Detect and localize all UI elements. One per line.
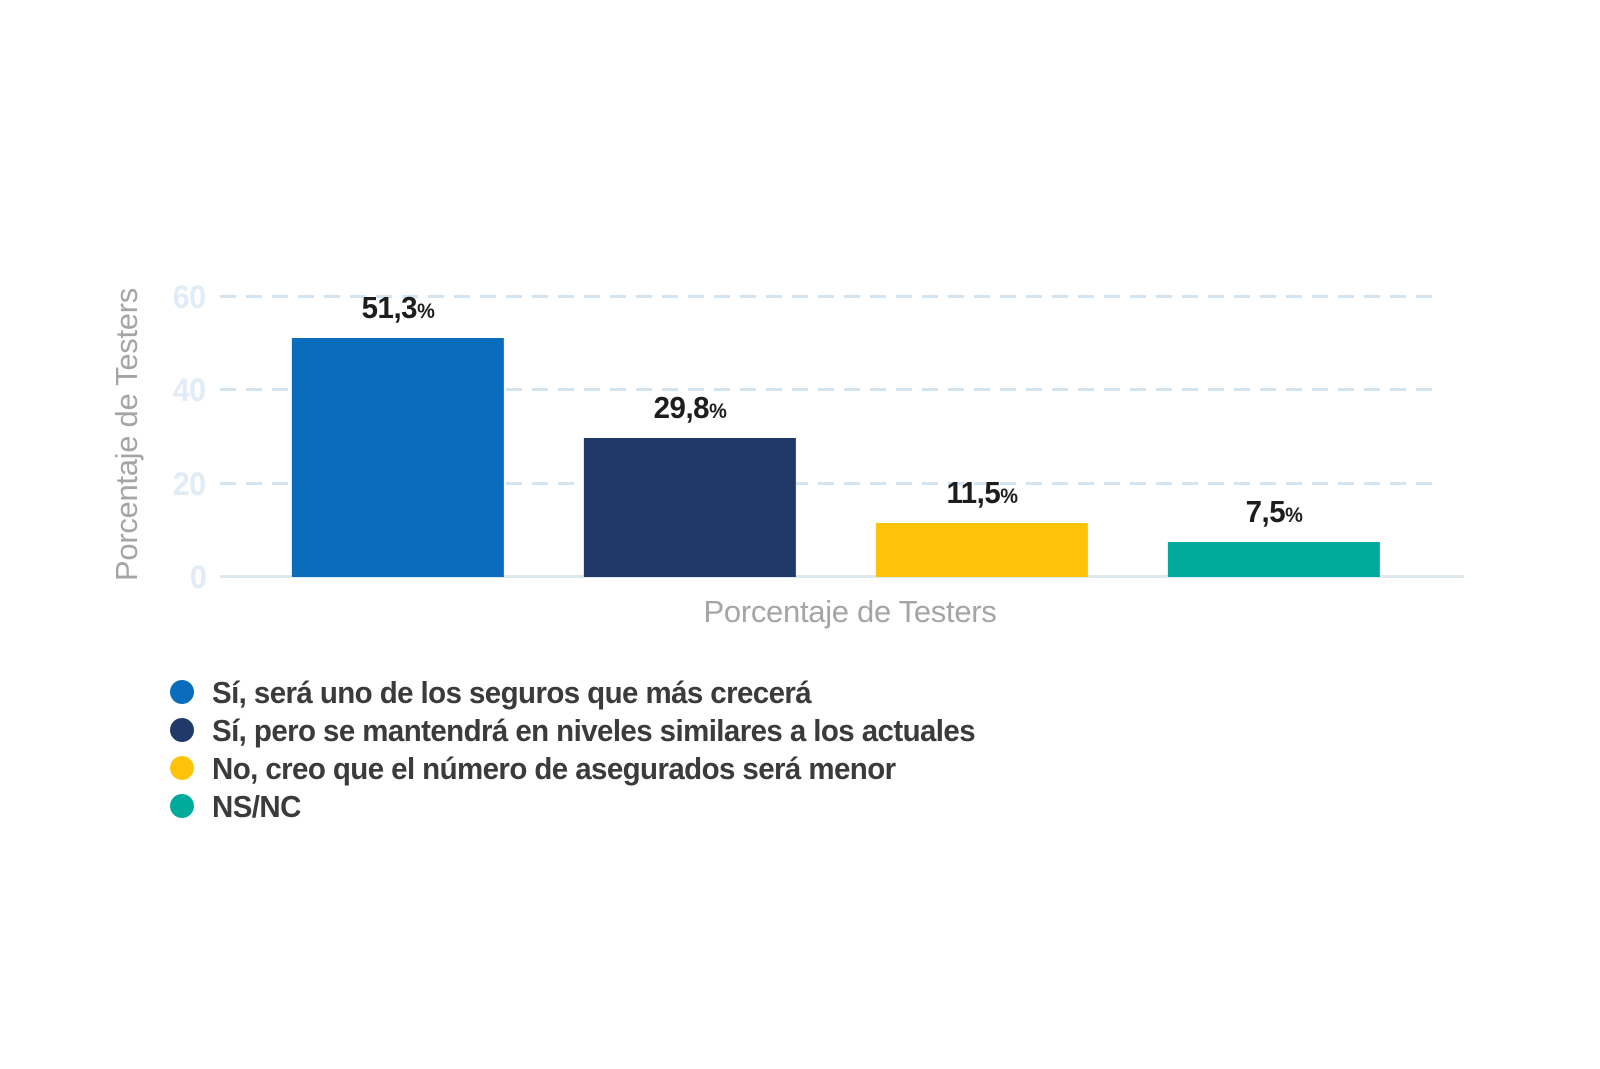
y-tick-label: 60 xyxy=(173,279,206,315)
legend-item: NS/NC xyxy=(170,787,1015,825)
legend-label: NS/NC xyxy=(212,788,301,824)
bar-value-label: 51,3% xyxy=(362,292,435,323)
bar-value-label: 29,8% xyxy=(654,392,727,423)
bar-value-number: 7,5 xyxy=(1245,494,1286,529)
legend-label: Sí, será uno de los seguros que más crec… xyxy=(212,674,812,710)
legend-swatch-circle xyxy=(170,680,194,704)
gridline xyxy=(220,295,1440,298)
legend: Sí, será uno de los seguros que más crec… xyxy=(170,673,1015,825)
legend-label: No, creo que el número de asegurados ser… xyxy=(212,750,896,786)
legend-item: Sí, pero se mantendrá en niveles similar… xyxy=(170,711,1015,749)
bar-value-label: 11,5% xyxy=(946,475,1018,511)
bar-value-number: 11,5 xyxy=(946,475,1001,511)
bar xyxy=(583,437,797,577)
legend-label: Sí, pero se mantendrá en niveles similar… xyxy=(212,712,976,748)
legend-item: Sí, será uno de los seguros que más crec… xyxy=(170,673,1015,711)
gridline xyxy=(220,388,1440,392)
plot-area: 0 20 40 60 51,3% 29,8% 11,5% 7,5% xyxy=(173,281,1465,593)
bar-value-percent-sign: % xyxy=(1000,485,1018,509)
y-tick-label: 0 xyxy=(189,559,207,595)
x-axis-baseline xyxy=(220,575,1465,578)
bar-value-percent-sign: % xyxy=(709,399,727,423)
gridline xyxy=(220,481,1440,485)
bar xyxy=(291,337,505,577)
y-axis-title: Porcentaje de Testers xyxy=(109,288,144,582)
legend-item: No, creo que el número de asegurados ser… xyxy=(170,749,1015,787)
legend-swatch-circle xyxy=(170,756,194,780)
bar-value-number: 51,3 xyxy=(361,289,418,325)
x-axis-title: Porcentaje de Testers xyxy=(703,594,997,629)
legend-swatch-circle xyxy=(170,718,194,742)
legend-swatch-circle xyxy=(170,794,194,818)
bar xyxy=(1167,542,1381,577)
bar-value-number: 29,8 xyxy=(653,389,710,425)
bar xyxy=(875,523,1089,577)
bar-value-percent-sign: % xyxy=(1285,504,1303,527)
bar-value-label: 7,5% xyxy=(1246,496,1303,527)
y-tick-label: 20 xyxy=(173,465,206,502)
y-tick-label: 40 xyxy=(173,372,206,409)
bar-value-percent-sign: % xyxy=(417,299,435,323)
